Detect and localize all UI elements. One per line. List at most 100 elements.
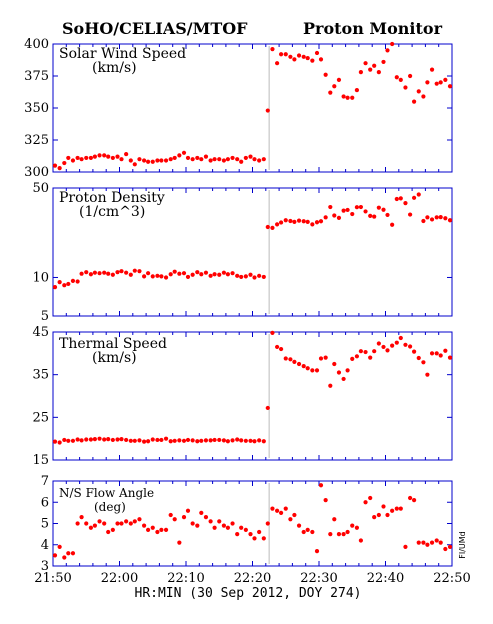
- data-point: [115, 154, 120, 159]
- data-point: [408, 495, 413, 501]
- data-point: [278, 220, 284, 225]
- data-point: [84, 270, 89, 275]
- data-point: [150, 274, 155, 279]
- data-point: [318, 356, 324, 361]
- data-point: [79, 438, 84, 443]
- data-point: [145, 439, 151, 444]
- data-point: [217, 437, 222, 443]
- y-tick-label: 5: [41, 309, 49, 324]
- data-point: [75, 279, 80, 284]
- data-point: [177, 153, 182, 158]
- data-point: [217, 519, 222, 524]
- data-point: [416, 89, 421, 94]
- data-point: [168, 512, 173, 518]
- data-point: [438, 80, 443, 85]
- data-point: [350, 356, 355, 361]
- data-point: [257, 273, 262, 278]
- data-point: [97, 153, 102, 158]
- data-point: [70, 551, 76, 556]
- data-point: [132, 162, 137, 167]
- data-point: [434, 81, 439, 86]
- data-point: [203, 515, 209, 520]
- data-point: [314, 549, 320, 554]
- data-point: [252, 157, 257, 162]
- data-point: [212, 157, 217, 162]
- data-point: [88, 272, 94, 277]
- data-point: [208, 158, 213, 163]
- data-point: [425, 542, 430, 547]
- data-point: [235, 273, 240, 278]
- data-point: [102, 153, 107, 158]
- data-point: [145, 271, 151, 276]
- data-point: [66, 281, 71, 287]
- data-point: [163, 158, 169, 163]
- data-point: [142, 523, 147, 528]
- data-point: [354, 205, 360, 210]
- left-title: SoHO/CELIAS/MTOF: [62, 19, 248, 38]
- data-point: [292, 512, 297, 518]
- data-point: [62, 437, 67, 443]
- data-point: [376, 341, 381, 346]
- data-point: [248, 438, 253, 443]
- data-point: [385, 348, 390, 353]
- x-axis-label: HR:MIN (30 Sep 2012, DOY 274): [135, 586, 362, 601]
- x-tick-label: 22:40: [367, 571, 404, 586]
- data-point: [155, 158, 160, 163]
- data-point: [390, 508, 395, 513]
- data-point: [195, 439, 200, 444]
- data-point: [429, 67, 435, 72]
- data-point: [314, 220, 320, 225]
- data-point: [163, 527, 169, 532]
- data-point: [443, 348, 448, 353]
- data-point: [142, 274, 147, 279]
- data-point: [318, 483, 324, 488]
- data-point: [52, 439, 58, 444]
- data-point: [243, 527, 248, 532]
- data-point: [195, 523, 200, 528]
- data-point: [190, 272, 195, 277]
- data-point: [84, 437, 89, 442]
- data-point: [332, 84, 337, 89]
- data-point: [66, 438, 71, 443]
- data-point: [411, 195, 417, 200]
- data-point: [79, 157, 84, 162]
- data-point: [119, 269, 124, 274]
- data-point: [403, 85, 408, 90]
- data-point: [310, 529, 315, 535]
- data-point: [416, 540, 421, 545]
- data-point: [172, 269, 177, 274]
- x-tick-label: 22:00: [101, 571, 138, 586]
- data-point: [398, 196, 403, 201]
- data-point: [421, 360, 426, 365]
- data-point: [225, 439, 230, 444]
- data-point: [323, 355, 328, 360]
- data-point: [172, 438, 177, 443]
- y-tick-label: 375: [24, 69, 49, 84]
- data-point: [212, 437, 217, 443]
- data-point: [137, 269, 142, 274]
- data-point: [208, 519, 213, 524]
- data-point: [292, 359, 297, 364]
- data-point: [372, 349, 377, 354]
- data-point: [328, 90, 333, 95]
- data-point: [57, 440, 62, 445]
- data-point: [421, 540, 426, 545]
- data-point: [243, 155, 248, 161]
- data-point: [230, 155, 235, 161]
- data-point: [102, 521, 107, 526]
- data-point: [217, 272, 222, 277]
- data-point: [124, 437, 129, 443]
- data-point: [92, 270, 97, 275]
- data-point: [363, 209, 368, 214]
- data-point: [62, 160, 67, 166]
- data-point: [434, 215, 439, 220]
- x-tick-label: 22:30: [300, 571, 337, 586]
- data-point: [447, 544, 453, 549]
- data-point: [110, 155, 115, 161]
- data-point: [261, 157, 266, 162]
- data-point: [106, 436, 111, 442]
- data-point: [336, 532, 342, 537]
- data-point: [381, 344, 386, 350]
